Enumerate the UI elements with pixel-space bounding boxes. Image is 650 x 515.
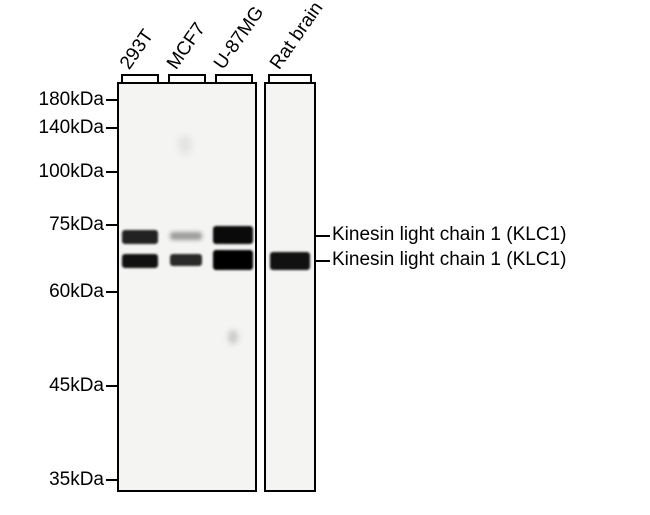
blot-band: [270, 252, 310, 270]
lane-label: Rat brain: [266, 0, 328, 74]
lane-label: U-87MG: [210, 3, 269, 74]
blot-band: [170, 232, 202, 240]
annotation-tick: [316, 260, 330, 262]
lane-label: MCF7: [163, 19, 211, 74]
mw-tick: [106, 479, 117, 481]
blot-smudge: [228, 330, 238, 344]
mw-label: 45kDa: [49, 375, 104, 397]
blot-band: [213, 226, 253, 244]
blot-band: [213, 250, 253, 270]
blot-band: [122, 254, 158, 268]
mw-tick: [106, 385, 117, 387]
lane-bracket: [215, 74, 253, 80]
lane-label: 293T: [116, 26, 159, 74]
lane-bracket: [121, 74, 159, 80]
mw-label: 100kDa: [39, 161, 105, 183]
mw-label: 35kDa: [49, 469, 104, 491]
mw-label: 140kDa: [39, 117, 105, 139]
mw-tick: [106, 291, 117, 293]
western-blot-figure: 180kDa 140kDa 100kDa 75kDa 60kDa 45kDa 35kDa 2…: [0, 0, 650, 515]
mw-label: 60kDa: [49, 281, 104, 303]
mw-label: 75kDa: [49, 214, 104, 236]
blot-panel-right: [264, 82, 316, 492]
annotation-label: Kinesin light chain 1 (KLC1): [332, 249, 566, 271]
mw-tick: [106, 99, 117, 101]
mw-tick: [106, 127, 117, 129]
blot-smudge: [178, 135, 192, 155]
mw-tick: [106, 171, 117, 173]
blot-band: [170, 254, 202, 266]
mw-tick: [106, 224, 117, 226]
lane-bracket: [268, 74, 312, 80]
annotation-tick: [316, 235, 330, 237]
lane-bracket: [168, 74, 206, 80]
mw-label: 180kDa: [39, 89, 105, 111]
annotation-label: Kinesin light chain 1 (KLC1): [332, 224, 566, 246]
blot-band: [122, 230, 158, 244]
